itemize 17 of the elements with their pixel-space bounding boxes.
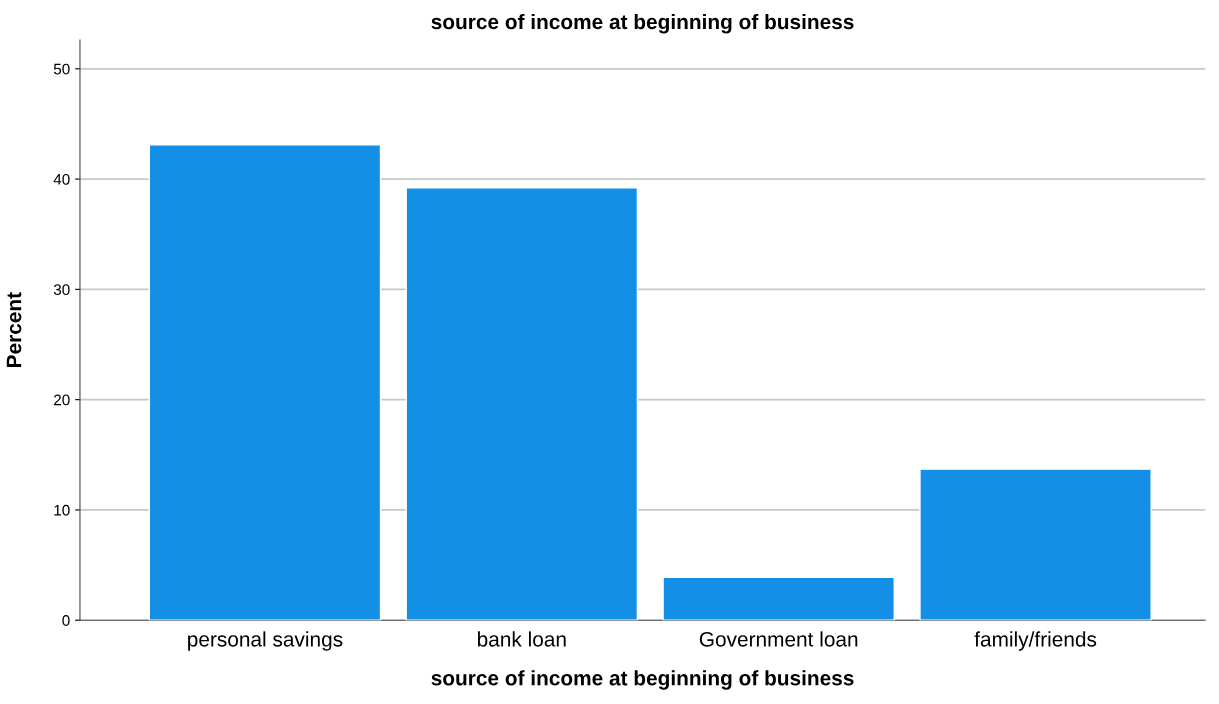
y-tick-label: 30 [53,284,70,296]
bar [919,468,1152,621]
x-tick-label: Government loan [699,631,858,647]
x-tick-label: family/friends [974,631,1097,651]
x-axis-title: source of income at beginning of business [431,670,854,690]
x-tick-label: bank loan [477,631,566,647]
y-tick-label: 10 [54,504,70,516]
y-axis-title: Percent [6,292,22,367]
y-tick-label: 50 [53,63,70,75]
bar [405,187,639,621]
x-tick-label: personal savings [188,631,343,651]
chart-title: source of income at beginning of business [431,13,854,34]
bar [662,576,895,621]
bar [148,144,382,621]
y-tick-label: 20 [54,394,70,406]
y-tick-label: 40 [53,173,70,185]
y-tick-label: 0 [62,615,70,626]
